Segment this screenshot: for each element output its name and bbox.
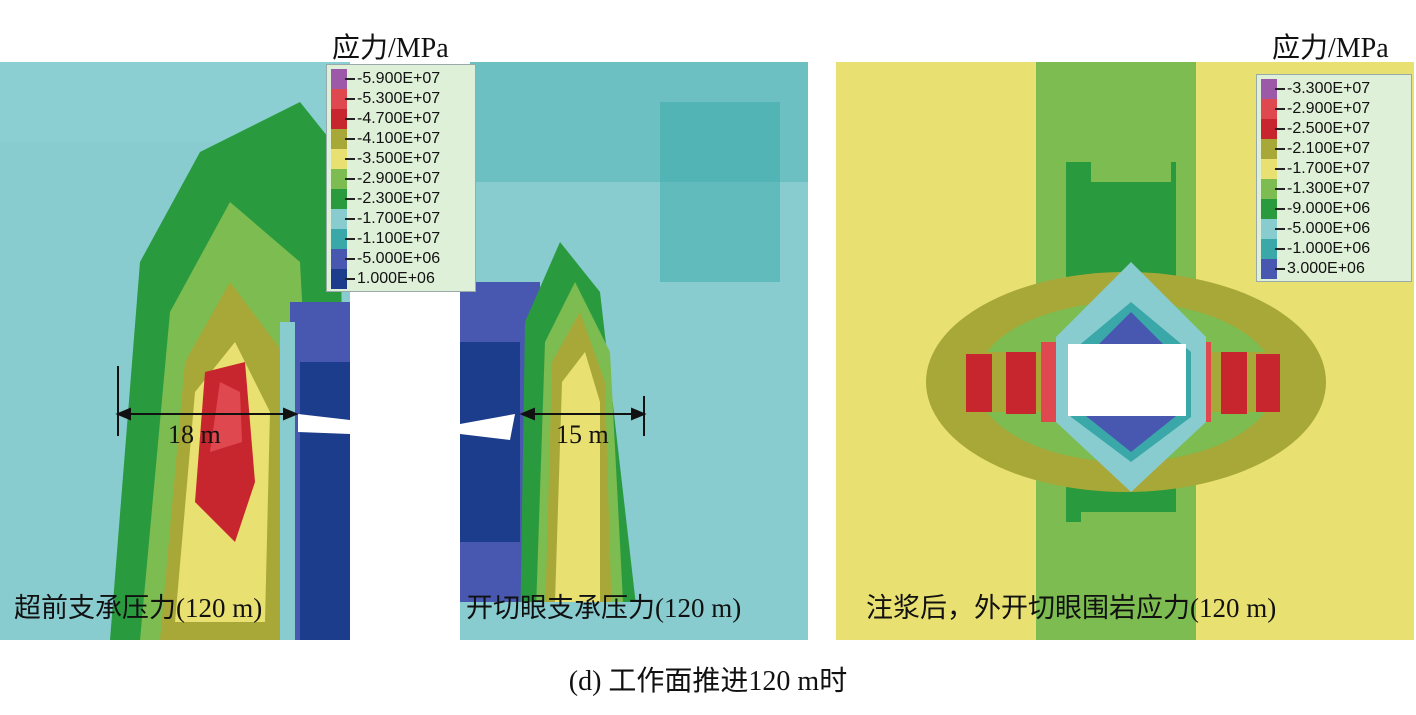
legend-value: -4.700E+07 — [357, 110, 441, 127]
legend-row: 3.000E+06 — [1257, 259, 1411, 279]
legend-value: -2.300E+07 — [357, 190, 441, 207]
legend-value: -5.300E+07 — [357, 90, 441, 107]
legend-row: -5.000E+06 — [1257, 219, 1411, 239]
legend-tick — [1275, 208, 1285, 210]
left-contour-panel — [0, 62, 808, 640]
legend-row: -2.500E+07 — [1257, 119, 1411, 139]
legend-value: -2.900E+07 — [357, 170, 441, 187]
legend-row: -2.100E+07 — [1257, 139, 1411, 159]
left-dimension-label: 18 m — [168, 420, 221, 449]
legend-row: -5.300E+07 — [327, 89, 475, 109]
legend-tick — [345, 158, 355, 160]
legend-swatch — [1261, 179, 1277, 199]
legend-value: -5.900E+07 — [357, 70, 441, 87]
legend-tick — [345, 238, 355, 240]
legend-value: -5.000E+06 — [1287, 220, 1371, 237]
legend-value: -1.300E+07 — [1287, 180, 1371, 197]
legend-tick — [1275, 268, 1285, 270]
legend-tick — [1275, 148, 1285, 150]
legend-tick — [345, 118, 355, 120]
legend-tick — [345, 278, 355, 280]
legend-swatch — [1261, 219, 1277, 239]
legend-tick — [1275, 228, 1285, 230]
left-contour-plot — [0, 62, 808, 640]
legend-swatch — [331, 69, 347, 89]
legend-tick — [1275, 108, 1285, 110]
legend-value: -2.500E+07 — [1287, 120, 1371, 137]
figure-caption: (d) 工作面推进120 m时 — [568, 666, 848, 697]
legend-tick — [1275, 128, 1285, 130]
left-color-legend: -5.900E+07 -5.300E+07 -4.700E+07 -4.100E+07… — [326, 64, 476, 292]
legend-swatch — [331, 109, 347, 129]
legend-value: -3.500E+07 — [357, 150, 441, 167]
legend-tick — [345, 218, 355, 220]
legend-value: -1.000E+06 — [1287, 240, 1371, 257]
legend-tick — [1275, 88, 1285, 90]
legend-row: -1.100E+07 — [327, 229, 475, 249]
legend-value: -1.100E+07 — [357, 230, 441, 247]
legend-value: -5.000E+06 — [357, 250, 441, 267]
panel-label-advance: 超前支承压力(120 m) — [14, 593, 263, 623]
legend-swatch — [1261, 199, 1277, 219]
legend-tick — [345, 78, 355, 80]
legend-swatch — [1261, 79, 1277, 99]
legend-row: -3.500E+07 — [327, 149, 475, 169]
legend-value: -2.100E+07 — [1287, 140, 1371, 157]
panel-label-grouted: 注浆后，外开切眼围岩应力(120 m) — [866, 593, 1277, 623]
legend-tick — [1275, 248, 1285, 250]
right-dimension-label: 15 m — [556, 420, 609, 449]
legend-row: -5.900E+07 — [327, 69, 475, 89]
legend-row: -2.900E+07 — [327, 169, 475, 189]
right-color-legend: -3.300E+07 -2.900E+07 -2.500E+07 -2.100E+07… — [1256, 74, 1412, 282]
legend-row: -1.700E+07 — [327, 209, 475, 229]
legend-row: -1.000E+06 — [1257, 239, 1411, 259]
legend-swatch — [331, 149, 347, 169]
legend-swatch — [331, 169, 347, 189]
left-unit-label: 应力/MPa — [332, 33, 449, 64]
legend-tick — [345, 178, 355, 180]
legend-swatch — [1261, 259, 1277, 279]
legend-swatch — [331, 189, 347, 209]
legend-swatch — [331, 249, 347, 269]
legend-tick — [345, 258, 355, 260]
legend-swatch — [1261, 139, 1277, 159]
legend-tick — [345, 98, 355, 100]
legend-row: -9.000E+06 — [1257, 199, 1411, 219]
legend-swatch — [331, 129, 347, 149]
legend-tick — [1275, 188, 1285, 190]
legend-row: -1.300E+07 — [1257, 179, 1411, 199]
legend-swatch — [1261, 239, 1277, 259]
legend-row: -4.700E+07 — [327, 109, 475, 129]
legend-row: -5.000E+06 — [327, 249, 475, 269]
legend-swatch — [1261, 119, 1277, 139]
legend-row: -3.300E+07 — [1257, 79, 1411, 99]
legend-value: -2.900E+07 — [1287, 100, 1371, 117]
legend-tick — [345, 138, 355, 140]
legend-row: -2.900E+07 — [1257, 99, 1411, 119]
panel-label-open-off-cut: 开切眼支承压力(120 m) — [466, 593, 742, 623]
legend-row: -1.700E+07 — [1257, 159, 1411, 179]
legend-swatch — [331, 269, 347, 289]
legend-tick — [1275, 168, 1285, 170]
legend-row: -4.100E+07 — [327, 129, 475, 149]
legend-value: 3.000E+06 — [1287, 260, 1365, 277]
legend-value: -1.700E+07 — [1287, 160, 1371, 177]
legend-value: -3.300E+07 — [1287, 80, 1371, 97]
legend-value: -9.000E+06 — [1287, 200, 1371, 217]
legend-swatch — [331, 89, 347, 109]
legend-tick — [345, 198, 355, 200]
legend-value: 1.000E+06 — [357, 270, 435, 287]
legend-swatch — [331, 209, 347, 229]
legend-swatch — [331, 229, 347, 249]
legend-row: 1.000E+06 — [327, 269, 475, 289]
legend-swatch — [1261, 159, 1277, 179]
legend-swatch — [1261, 99, 1277, 119]
legend-value: -1.700E+07 — [357, 210, 441, 227]
legend-value: -4.100E+07 — [357, 130, 441, 147]
legend-row: -2.300E+07 — [327, 189, 475, 209]
right-unit-label: 应力/MPa — [1272, 33, 1389, 64]
